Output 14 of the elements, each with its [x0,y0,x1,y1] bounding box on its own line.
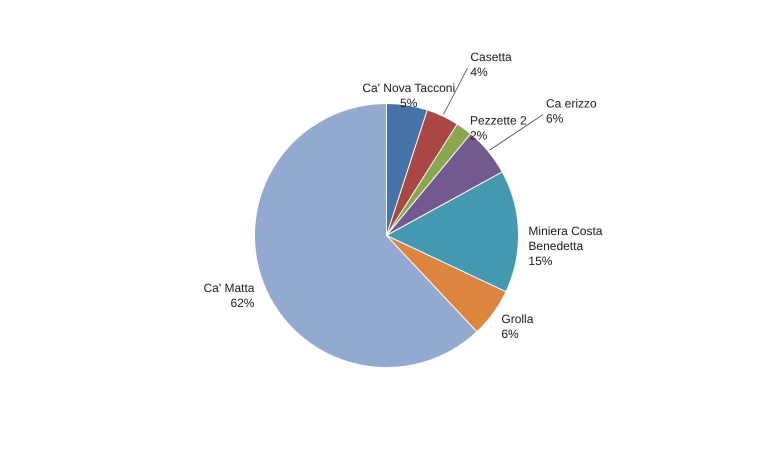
slice-label: Casetta [470,50,512,64]
slice-label: Ca' Matta [203,280,255,295]
data-label: 2% [470,128,488,143]
slice-label: Grolla [501,312,534,326]
slice-label: Ca erizzo [546,96,598,111]
slice-label: Miniera Costa Benedetta [528,224,603,254]
data-label: 5% [400,96,418,110]
data-label: 15% [528,254,553,268]
data-label: 6% [501,326,520,341]
slice-label: Ca' Nova Tacconi [362,81,456,96]
slice-label: Pezzette 2 [470,114,527,128]
data-label: 62% [230,296,255,310]
data-label: 6% [546,112,564,126]
data-label: 4% [470,65,488,80]
